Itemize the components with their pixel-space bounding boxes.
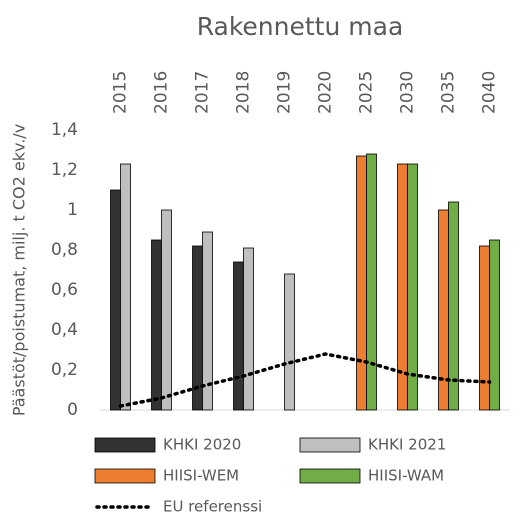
legend-label: HIISI-WEM: [163, 467, 239, 485]
bar: [120, 163, 131, 411]
legend-swatch: [299, 437, 361, 453]
y-axis-title: Päästöt/poistumat, milj. t CO2 ekv./v: [10, 124, 29, 416]
line: [118, 352, 492, 408]
x-tick-label: 2025: [357, 71, 377, 114]
legend-label: EU referenssi: [163, 498, 262, 515]
x-tick-label: 2035: [439, 71, 459, 114]
y-tick-label: 0,6: [51, 280, 78, 300]
x-tick-label: 2016: [152, 71, 172, 114]
y-tick-label: 0: [67, 400, 78, 420]
legend-label: KHKI 2021: [368, 436, 446, 454]
y-tick-label: 1: [67, 200, 78, 220]
x-tick-label: 2020: [316, 71, 336, 114]
x-tick-label: 2040: [480, 71, 500, 114]
bar: [233, 261, 244, 411]
y-tick-label: 1,4: [51, 120, 78, 140]
y-tick-label: 1,2: [51, 160, 78, 180]
bar: [356, 155, 367, 411]
bar: [489, 239, 500, 411]
y-tick-label: 0,2: [51, 360, 78, 380]
chart-title: Rakennettu maa: [197, 12, 404, 41]
bar: [479, 245, 490, 411]
x-tick-label: 2017: [193, 71, 213, 114]
legend-swatch: [299, 468, 361, 484]
x-tick-label: 2018: [234, 71, 254, 114]
bar: [202, 231, 213, 411]
legend-label: KHKI 2020: [163, 436, 241, 454]
bar: [151, 239, 162, 411]
bar: [110, 189, 121, 411]
legend-swatch: [94, 437, 156, 453]
x-tick-label: 2015: [111, 71, 131, 114]
bar: [366, 153, 377, 411]
bar: [448, 201, 459, 411]
legend-swatch: [94, 468, 156, 484]
bar: [284, 273, 295, 411]
y-tick-label: 0,8: [51, 240, 78, 260]
bar: [161, 209, 172, 411]
legend-label: HIISI-WAM: [368, 467, 444, 485]
y-tick-label: 0,4: [51, 320, 78, 340]
bar: [407, 163, 418, 411]
x-tick-label: 2030: [398, 71, 418, 114]
x-tick-label: 2019: [275, 71, 295, 114]
bar: [243, 247, 254, 411]
